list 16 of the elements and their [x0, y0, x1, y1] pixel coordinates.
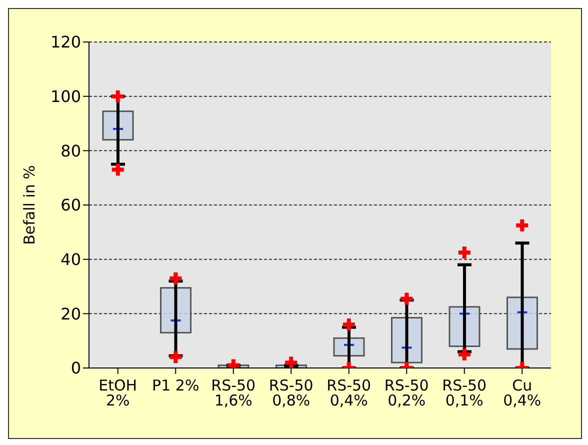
x-tick-label: RS-50 1,6%: [211, 376, 256, 410]
y-tick-label: 100: [50, 87, 81, 106]
x-tick-label: Cu 0,4%: [503, 376, 542, 410]
y-tick-label: 120: [50, 32, 81, 52]
y-axis-title: Befall in %: [20, 165, 38, 245]
x-tick-label: RS-50 0,1%: [442, 376, 487, 410]
x-tick-label: RS-50 0,2%: [384, 376, 429, 410]
y-tick-label: 60: [60, 196, 81, 215]
y-tick-label: 20: [60, 304, 81, 324]
x-tick-label: EtOH 2%: [98, 376, 138, 410]
y-tick-label: 80: [60, 141, 81, 160]
x-tick-label: RS-50 0,4%: [326, 376, 372, 410]
x-tick-label: RS-50 0,8%: [268, 376, 314, 410]
x-tick-label: P1 2%: [152, 376, 200, 395]
y-tick-label: 0: [70, 358, 81, 378]
y-tick-label: 40: [60, 250, 81, 270]
